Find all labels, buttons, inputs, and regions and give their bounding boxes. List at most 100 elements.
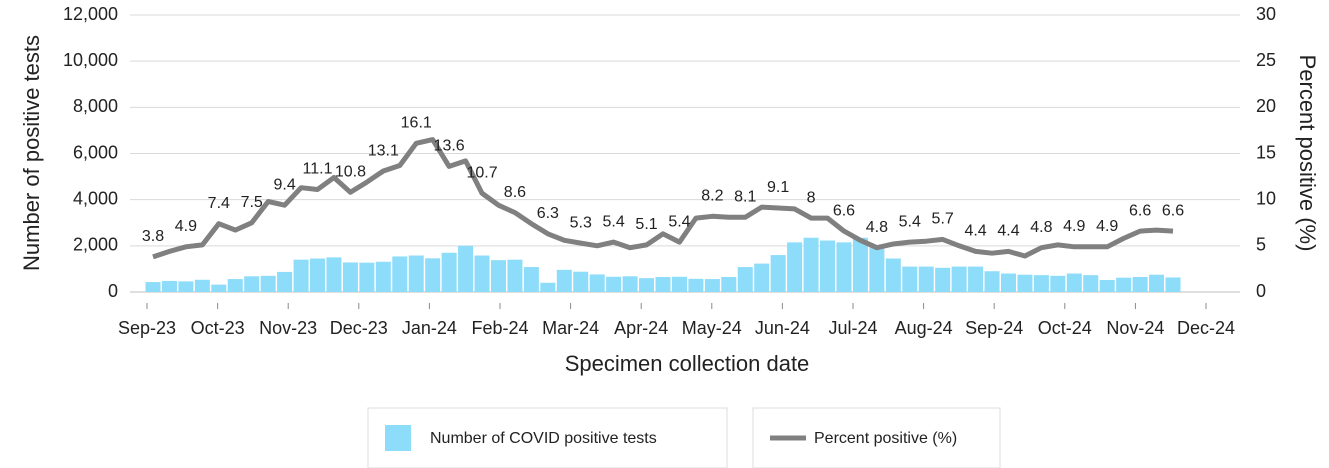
bar <box>1149 274 1165 292</box>
data-label: 7.5 <box>241 194 263 211</box>
bar <box>704 279 720 292</box>
bar <box>902 266 918 292</box>
bar <box>836 242 852 292</box>
bar <box>227 279 243 292</box>
y-tick-label: 6,000 <box>73 142 118 162</box>
bar <box>244 276 260 292</box>
y-tick-label: 8,000 <box>73 96 118 116</box>
data-label: 4.9 <box>1063 218 1085 235</box>
data-label: 4.8 <box>866 219 888 236</box>
data-label: 5.7 <box>932 211 954 228</box>
bar <box>556 269 572 292</box>
bar <box>194 279 210 292</box>
bar <box>820 240 836 292</box>
bar <box>852 237 868 292</box>
data-label: 5.4 <box>668 213 690 230</box>
bar <box>885 258 901 292</box>
bar <box>754 263 770 292</box>
bar <box>787 242 803 292</box>
bar <box>573 271 589 292</box>
y-tick-label: 2,000 <box>73 235 118 255</box>
bar <box>540 282 556 292</box>
x-axis-title: Specimen collection date <box>565 351 810 376</box>
x-tick-label: Oct-23 <box>191 318 245 338</box>
x-tick-label: Aug-24 <box>895 318 953 338</box>
bar <box>721 276 737 292</box>
x-tick-label: Apr-24 <box>614 318 668 338</box>
bar <box>441 252 457 292</box>
x-tick-label: Nov-23 <box>259 318 317 338</box>
data-label: 9.1 <box>767 179 789 196</box>
data-label: 9.4 <box>273 176 295 193</box>
bar <box>474 255 490 292</box>
data-label: 8.6 <box>504 184 526 201</box>
legend-label: Number of COVID positive tests <box>430 430 657 447</box>
data-label: 4.8 <box>1030 219 1052 236</box>
bar <box>1050 275 1066 292</box>
data-label: 13.1 <box>368 142 399 159</box>
y2-tick-label: 0 <box>1256 281 1266 301</box>
data-label: 10.8 <box>335 163 366 180</box>
y2-tick-label: 5 <box>1256 235 1266 255</box>
bar <box>968 266 984 292</box>
data-label: 8 <box>807 189 816 206</box>
bar <box>803 237 819 292</box>
bar <box>392 256 408 292</box>
data-label: 6.6 <box>1162 202 1184 219</box>
bar <box>1083 275 1099 292</box>
bar <box>408 255 424 292</box>
data-label: 5.3 <box>570 214 592 231</box>
data-label: 6.3 <box>537 205 559 222</box>
x-tick-label: Nov-24 <box>1106 318 1164 338</box>
bar <box>1017 274 1033 292</box>
data-label: 16.1 <box>401 115 432 132</box>
bar <box>507 259 523 292</box>
y-tick-label: 0 <box>108 281 118 301</box>
x-tick-label: May-24 <box>682 318 742 338</box>
bar <box>622 276 638 292</box>
y-tick-label: 4,000 <box>73 188 118 208</box>
data-label: 3.8 <box>142 228 164 245</box>
x-tick-label: Dec-23 <box>330 318 388 338</box>
bar <box>951 266 967 292</box>
x-tick-label: Dec-24 <box>1177 318 1235 338</box>
x-tick-label: Sep-23 <box>118 318 176 338</box>
bar <box>918 266 934 292</box>
bar <box>490 260 506 292</box>
bar <box>1033 275 1049 292</box>
x-tick-label: Jun-24 <box>755 318 810 338</box>
bar <box>359 262 375 292</box>
data-label: 5.1 <box>635 216 657 233</box>
y-tick-label: 12,000 <box>63 4 118 24</box>
bar <box>342 262 358 292</box>
bar <box>688 278 704 292</box>
bar <box>1066 273 1082 292</box>
bar <box>425 258 441 292</box>
x-tick-label: Sep-24 <box>965 318 1023 338</box>
data-label: 4.9 <box>1096 218 1118 235</box>
bar <box>375 261 391 292</box>
data-label: 8.2 <box>701 188 723 205</box>
data-label: 4.4 <box>997 223 1019 240</box>
bar <box>178 281 194 292</box>
bar <box>458 245 474 292</box>
data-label: 6.6 <box>1129 202 1151 219</box>
bar <box>869 245 885 292</box>
bar <box>1165 277 1181 292</box>
bar <box>655 276 671 292</box>
data-label: 5.4 <box>603 213 625 230</box>
y2-tick-label: 20 <box>1256 96 1276 116</box>
bar <box>145 282 161 292</box>
y2-tick-label: 25 <box>1256 50 1276 70</box>
x-tick-label: Jul-24 <box>828 318 877 338</box>
x-tick-label: Oct-24 <box>1038 318 1092 338</box>
bar <box>1116 277 1132 292</box>
data-label: 11.1 <box>303 161 333 178</box>
bar <box>671 276 687 292</box>
data-label: 4.4 <box>964 223 986 240</box>
legend-swatch <box>385 425 411 451</box>
bar <box>737 267 753 292</box>
bar <box>260 275 276 292</box>
bar <box>984 271 1000 292</box>
data-label: 10.7 <box>466 164 497 181</box>
